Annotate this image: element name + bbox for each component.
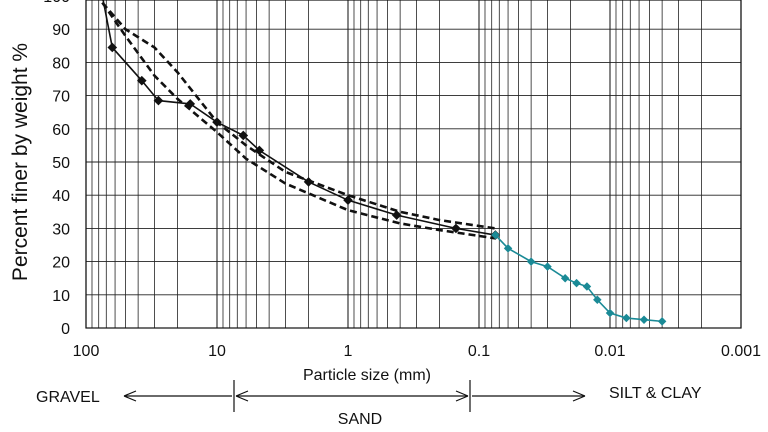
sand-label: SAND bbox=[338, 411, 382, 428]
y-tick-label: 20 bbox=[52, 255, 70, 272]
series-3-point bbox=[582, 282, 592, 291]
plot-frame bbox=[85, 0, 742, 329]
y-tick-label: 80 bbox=[52, 55, 70, 72]
series-0-point bbox=[136, 75, 147, 86]
y-axis-label: Percent finer by weight % bbox=[9, 43, 32, 281]
y-tick-label: 30 bbox=[52, 221, 70, 238]
series-3-point bbox=[572, 278, 581, 288]
series-3-point bbox=[560, 273, 570, 283]
series-3-point bbox=[657, 317, 667, 326]
series-0-point bbox=[107, 42, 118, 53]
series-3-point bbox=[593, 295, 602, 305]
grid-lines bbox=[85, 0, 742, 329]
silt-clay-arrow-head bbox=[572, 390, 586, 402]
x-tick-label: 10 bbox=[208, 343, 226, 360]
series-3-point bbox=[543, 262, 552, 271]
x-tick-label: 0.01 bbox=[594, 343, 625, 360]
y-tick-label: 40 bbox=[52, 188, 70, 205]
series-0-line bbox=[102, 0, 496, 236]
series-3-point bbox=[491, 230, 500, 240]
x-axis-label: Particle size (mm) bbox=[303, 367, 431, 384]
x-tick-label: 0.001 bbox=[721, 343, 761, 360]
series-3-line bbox=[494, 234, 663, 323]
series-layer bbox=[97, 0, 667, 326]
silt-clay-label: SILT & CLAY bbox=[609, 385, 702, 402]
x-tick-label: 1 bbox=[344, 343, 353, 360]
series-3-point bbox=[622, 313, 631, 323]
series-3-point bbox=[605, 308, 615, 318]
y-tick-label: 60 bbox=[52, 122, 70, 139]
y-tick-label: 50 bbox=[52, 155, 70, 172]
y-tick-label: 10 bbox=[52, 288, 70, 305]
series-0-point bbox=[238, 130, 249, 141]
gravel-arrow-head bbox=[123, 390, 137, 402]
series-0-point bbox=[254, 145, 265, 156]
x-tick-label: 100 bbox=[73, 343, 100, 360]
series-0-point bbox=[153, 95, 164, 106]
y-tick-label: 90 bbox=[52, 22, 70, 39]
series-3-point bbox=[639, 315, 649, 324]
tick-labels: 100 10 1 0.1 0.01 0.001 0 10 20 30 40 50 60 70 80 90 100 bbox=[43, 0, 761, 360]
sand-arrow-left-head bbox=[235, 390, 249, 402]
y-tick-label: 100 bbox=[43, 0, 70, 6]
x-tick-label: 0.1 bbox=[468, 343, 490, 360]
series-3-point bbox=[526, 257, 536, 266]
zone-annotations bbox=[123, 380, 586, 412]
y-tick-label: 0 bbox=[61, 321, 70, 338]
series-1-line bbox=[101, 1, 496, 230]
sand-arrow-right-head bbox=[455, 390, 469, 402]
series-0-point bbox=[391, 210, 402, 220]
series-3-point bbox=[503, 244, 513, 253]
gravel-label: GRAVEL bbox=[36, 389, 100, 406]
y-tick-label: 70 bbox=[52, 89, 70, 106]
series-2-line bbox=[101, 1, 496, 240]
